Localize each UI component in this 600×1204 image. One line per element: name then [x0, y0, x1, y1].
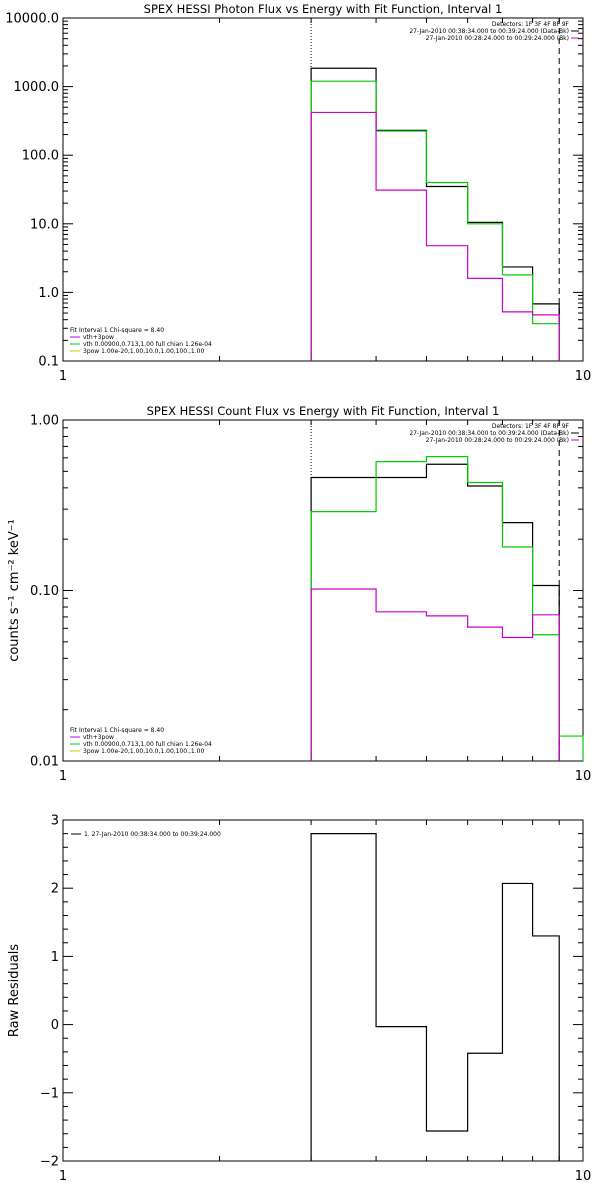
y-tick-label: 100.0 — [22, 149, 59, 164]
chart-panel-2: SPEX HESSI Count Flux vs Energy with Fit… — [7, 404, 591, 784]
y-axis-label: Raw Residuals — [7, 944, 22, 1037]
y-tick-label: 0 — [51, 1018, 59, 1033]
legend-bottom-left-line: 3pow 1.00e-20,1.00,10.0,1.00,100.,1.00 — [83, 348, 204, 355]
y-tick-label: 2 — [51, 882, 59, 897]
legend-bottom-left-line: 3pow 1.00e-20,1.00,10.0,1.00,100.,1.00 — [83, 748, 204, 755]
y-tick-label: 0.1 — [38, 355, 59, 370]
plot-frame — [62, 17, 584, 362]
y-tick-label: 1.00 — [30, 414, 59, 429]
legend-top-right-line: 27-Jan-2010 00:38:34.000 to 00:39:24.000… — [409, 430, 569, 437]
chart-panel-3: Raw Residuals 1 10 −2 −1 0 1 2 3 1. 27-Jan-2010 0… — [7, 814, 591, 1185]
legend-top-right-line: Detectors: 1F 3F 4F 8F 9F — [492, 423, 570, 430]
y-tick-label: −1 — [40, 1086, 59, 1101]
x-tick-label: 10 — [575, 1169, 592, 1184]
series-2-histogram — [310, 456, 584, 761]
series-2-histogram — [310, 80, 560, 361]
legend-top-left-line: 1. 27-Jan-2010 00:38:34.000 to 00:39:24.… — [84, 831, 221, 838]
series-1-histogram — [310, 833, 560, 1161]
legend-top-right-line: 27-Jan-2010 00:28:24.000 to 00:29:24.000… — [426, 35, 569, 42]
legend-bottom-left-line: vth 0.00900,0.713,1.00 full chian 1.26e-… — [83, 741, 212, 748]
y-tick-label: 1000.0 — [14, 80, 60, 95]
chart-title: SPEX HESSI Photon Flux vs Energy with Fi… — [144, 2, 503, 16]
plot-frame — [62, 419, 584, 762]
y-tick-label: 0.01 — [30, 755, 59, 770]
chart-title: SPEX HESSI Count Flux vs Energy with Fit… — [147, 404, 500, 418]
plot-frame — [62, 819, 584, 1162]
x-tick-label: 1 — [59, 769, 67, 784]
legend-bottom-left-line: Fit Interval 1 Chi-square = 8.40 — [70, 727, 164, 734]
series-3-histogram — [310, 588, 560, 761]
x-tick-label: 1 — [59, 369, 67, 384]
y-tick-label: 1 — [51, 950, 59, 965]
y-tick-label: −2 — [40, 1155, 59, 1170]
x-tick-label: 10 — [575, 769, 592, 784]
y-axis-label: counts s⁻¹ cm⁻² keV⁻¹ — [7, 519, 22, 662]
legend-top-right-line: 27-Jan-2010 00:28:24.000 to 00:29:24.000… — [426, 437, 569, 444]
series-3-histogram — [310, 111, 560, 361]
legend-bottom-left-line: Fit Interval 1 Chi-square = 8.40 — [70, 327, 164, 334]
x-tick-label: 10 — [575, 369, 592, 384]
y-tick-label: 3 — [51, 814, 59, 829]
legend-bottom-left-line: vth+3pow — [83, 734, 114, 741]
chart-panel-1: SPEX HESSI Photon Flux vs Energy with Fi… — [5, 2, 591, 384]
legend-bottom-left-line: vth+3pow — [83, 334, 114, 341]
legend-bottom-left-line: vth 0.00900,0.713,1.00 full chian 1.26e-… — [83, 341, 212, 348]
legend-top-right-line: Detectors: 1F 3F 4F 8F 9F — [492, 21, 570, 28]
y-tick-label: 10000.0 — [5, 12, 59, 27]
y-tick-label: 10.0 — [30, 217, 59, 232]
y-tick-label: 0.10 — [30, 584, 59, 599]
legend-top-right-line: 27-Jan-2010 00:38:34.000 to 00:39:24.000… — [409, 28, 569, 35]
series-1-histogram — [310, 463, 560, 761]
x-tick-label: 1 — [59, 1169, 67, 1184]
y-tick-label: 1.0 — [38, 286, 59, 301]
